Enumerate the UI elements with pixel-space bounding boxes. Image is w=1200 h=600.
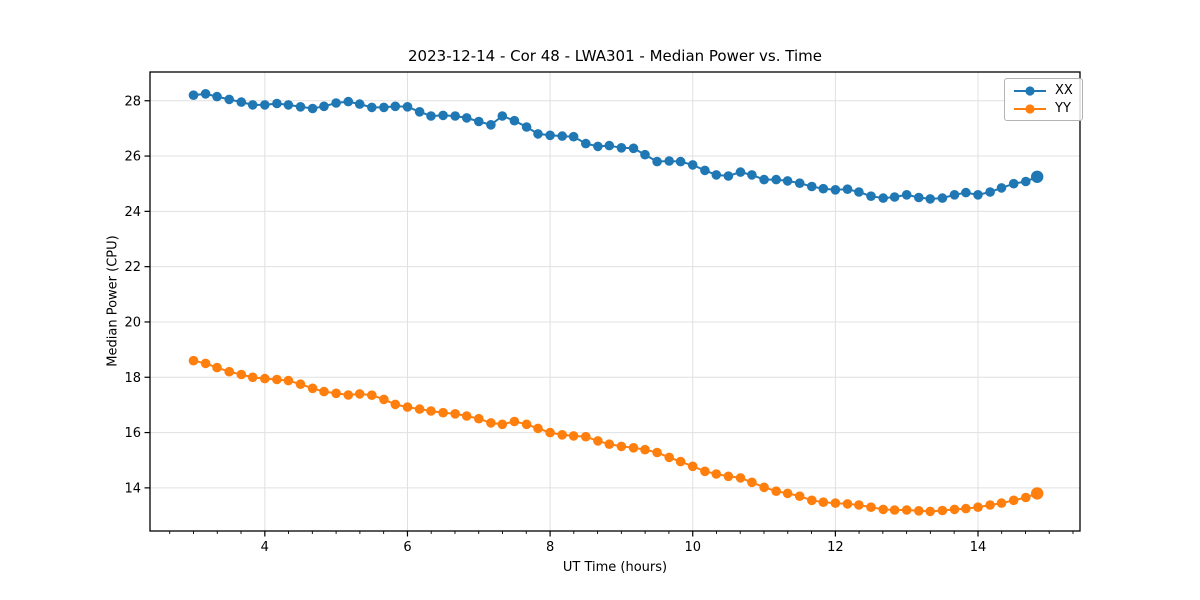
legend-marker-xx-icon [1014, 85, 1046, 96]
svg-text:8: 8 [546, 540, 554, 555]
x-axis-label: UT Time (hours) [562, 560, 668, 575]
legend-item-yy: YY [1012, 101, 1073, 116]
svg-text:10: 10 [684, 540, 701, 555]
legend-label-yy: YY [1055, 101, 1071, 116]
y-axis-label: Median Power (CPU) [105, 235, 121, 367]
legend-marker-yy-icon [1014, 103, 1046, 114]
legend: XX YY [1004, 78, 1083, 121]
svg-text:24: 24 [124, 205, 141, 220]
svg-text:20: 20 [124, 315, 141, 330]
svg-text:4: 4 [261, 540, 269, 555]
chart-title: 2023-12-14 - Cor 48 - LWA301 - Median Po… [408, 47, 822, 65]
svg-text:14: 14 [124, 481, 141, 496]
svg-text:28: 28 [124, 94, 141, 109]
svg-text:22: 22 [124, 260, 141, 275]
svg-text:16: 16 [124, 426, 141, 441]
svg-text:26: 26 [124, 150, 141, 165]
legend-label-xx: XX [1055, 83, 1073, 98]
svg-text:6: 6 [403, 540, 411, 555]
svg-text:14: 14 [970, 540, 987, 555]
legend-item-xx: XX [1012, 83, 1073, 98]
svg-text:18: 18 [124, 371, 141, 386]
svg-text:12: 12 [827, 540, 844, 555]
